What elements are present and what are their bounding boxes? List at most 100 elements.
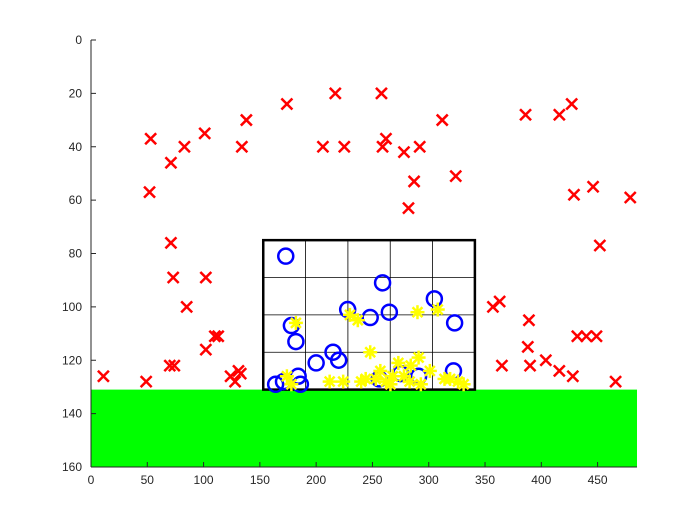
yellow-star-point <box>284 377 299 392</box>
red-x-point <box>402 201 415 215</box>
x-tick-label: 200 <box>306 473 326 487</box>
red-x-point <box>519 108 532 122</box>
yellow-star-stroke <box>323 375 336 388</box>
yellow-star-point <box>413 377 428 392</box>
red-x-stroke <box>228 375 242 388</box>
yellow-star-point <box>288 315 303 330</box>
red-x-point <box>579 329 593 343</box>
x-tick-label: 300 <box>419 473 439 487</box>
red-x-stroke <box>234 367 248 380</box>
red-x-stroke <box>566 369 580 383</box>
red-x-point <box>522 313 536 327</box>
red-x-stroke <box>539 353 553 367</box>
red-x-point <box>609 375 622 388</box>
red-x-point <box>167 359 181 372</box>
blue-circle-point <box>307 354 325 372</box>
red-x-stroke <box>586 180 600 194</box>
x-tick-label: 350 <box>475 473 495 487</box>
yellow-star-point <box>422 363 437 378</box>
red-x-stroke <box>211 329 225 343</box>
red-x-stroke <box>208 329 222 343</box>
y-tick-label: 0 <box>75 33 82 47</box>
red-x-stroke <box>199 271 213 284</box>
red-x-point <box>521 340 535 354</box>
red-x-point <box>623 191 637 204</box>
red-x-point <box>316 140 330 154</box>
blue-circle-point <box>380 303 399 321</box>
red-x-point <box>239 113 253 127</box>
red-x-point <box>493 295 507 308</box>
yellow-star-point <box>363 345 378 360</box>
data-points <box>96 86 637 394</box>
red-x-stroke <box>239 113 253 127</box>
red-x-point <box>143 185 156 199</box>
yellow-star-stroke <box>285 378 298 391</box>
yellow-star-stroke <box>344 309 356 321</box>
y-tick-label: 40 <box>69 140 83 154</box>
yellow-star-stroke <box>411 306 424 319</box>
red-x-point <box>163 359 177 372</box>
red-x-stroke <box>143 185 156 199</box>
red-x-point <box>435 113 449 127</box>
yellow-star-stroke <box>281 370 293 383</box>
red-x-stroke <box>435 113 449 127</box>
red-x-point <box>199 271 213 284</box>
red-x-stroke <box>375 86 388 100</box>
red-x-point <box>397 145 411 159</box>
red-x-point <box>199 343 213 356</box>
red-x-stroke <box>495 359 509 372</box>
blue-circle-point <box>277 247 295 265</box>
ground-region <box>91 389 637 467</box>
red-x-stroke <box>521 340 535 354</box>
red-x-point <box>180 300 194 314</box>
red-x-stroke <box>337 140 351 154</box>
yellow-star-stroke <box>403 375 416 388</box>
y-tick-label: 120 <box>62 353 82 367</box>
y-tick-label: 100 <box>62 300 82 314</box>
red-x-point <box>328 86 342 100</box>
x-tick-label: 150 <box>250 473 270 487</box>
red-x-point <box>164 236 178 250</box>
yellow-star-stroke <box>412 351 425 364</box>
yellow-star-stroke <box>415 378 427 391</box>
yellow-star-point <box>354 374 369 389</box>
red-x-stroke <box>552 364 566 378</box>
red-x-point <box>495 359 509 372</box>
red-x-point <box>586 180 600 194</box>
red-x-stroke <box>493 295 507 308</box>
red-x-point <box>235 140 249 154</box>
yellow-star-point <box>391 355 406 370</box>
red-x-stroke <box>376 140 389 154</box>
yellow-star-point <box>350 313 365 328</box>
red-x-stroke <box>609 375 622 388</box>
blue-circle-point <box>445 314 464 332</box>
yellow-star-point <box>373 363 388 378</box>
axes: 0 20 40 60 80 100 120 140 160 0 50 100 150 200 250 300 3… <box>62 33 637 487</box>
y-tick-label: 60 <box>69 193 83 207</box>
yellow-star-stroke <box>452 375 464 388</box>
y-tick-label: 140 <box>62 407 82 421</box>
enclosure-box <box>261 238 477 391</box>
yellow-star-point <box>410 305 425 320</box>
red-x-stroke <box>164 236 178 250</box>
x-tick-label: 250 <box>362 473 382 487</box>
red-x-point <box>413 140 427 154</box>
yellow-star-stroke <box>424 365 436 377</box>
red-x-stroke <box>567 188 581 202</box>
ground-rect <box>91 389 637 467</box>
red-x-point <box>164 156 178 170</box>
y-tick-label: 160 <box>62 460 82 474</box>
red-x-point <box>280 97 294 111</box>
yellow-star-point <box>342 307 357 322</box>
yellow-star-point <box>383 377 398 392</box>
red-x-stroke <box>552 108 566 122</box>
red-x-point <box>198 127 212 140</box>
red-x-stroke <box>379 132 393 146</box>
blue-circle-point <box>329 351 348 369</box>
x-tick-label: 0 <box>88 473 95 487</box>
y-tick-label: 80 <box>69 247 83 261</box>
red-x-point <box>566 369 580 383</box>
yellow-star-stroke <box>364 346 377 359</box>
red-x-stroke <box>590 329 603 343</box>
yellow-star-point <box>336 374 351 389</box>
